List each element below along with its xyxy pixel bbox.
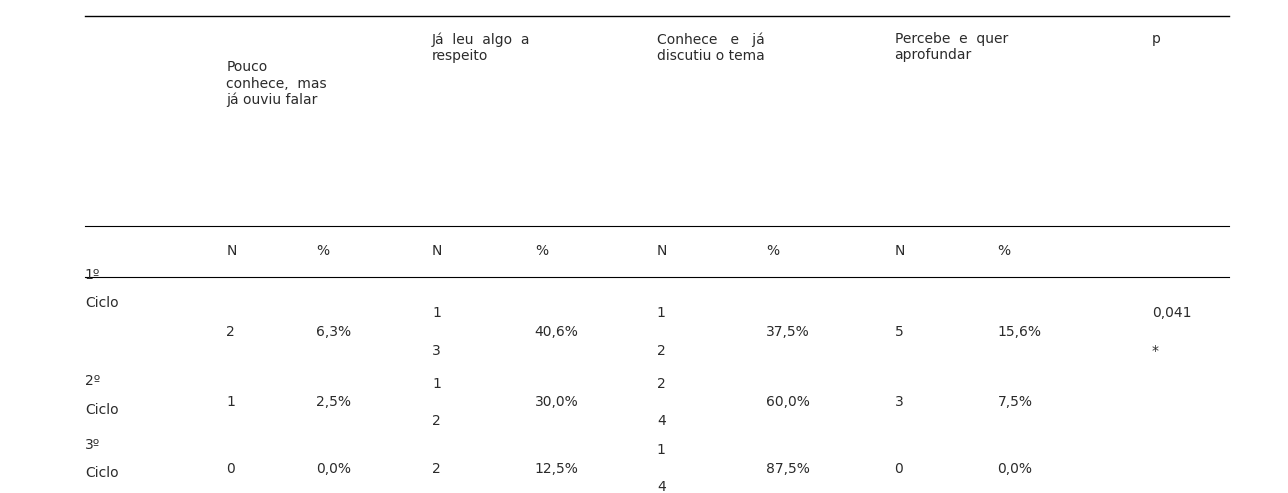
Text: Ciclo: Ciclo bbox=[85, 466, 118, 480]
Text: 2º: 2º bbox=[85, 374, 100, 388]
Text: 1: 1 bbox=[227, 395, 236, 410]
Text: 6,3%: 6,3% bbox=[317, 325, 352, 339]
Text: 0,0%: 0,0% bbox=[317, 461, 352, 476]
Text: 2: 2 bbox=[431, 414, 440, 428]
Text: 40,6%: 40,6% bbox=[535, 325, 578, 339]
Text: 5: 5 bbox=[895, 325, 903, 339]
Text: 1: 1 bbox=[657, 306, 666, 320]
Text: N: N bbox=[431, 245, 442, 258]
Text: 4: 4 bbox=[657, 480, 666, 493]
Text: 37,5%: 37,5% bbox=[766, 325, 810, 339]
Text: 12,5%: 12,5% bbox=[535, 461, 578, 476]
Text: N: N bbox=[657, 245, 667, 258]
Text: 3: 3 bbox=[895, 395, 903, 410]
Text: N: N bbox=[227, 245, 237, 258]
Text: 2,5%: 2,5% bbox=[317, 395, 352, 410]
Text: 2: 2 bbox=[431, 461, 440, 476]
Text: 2: 2 bbox=[657, 377, 666, 390]
Text: N: N bbox=[895, 245, 905, 258]
Text: 87,5%: 87,5% bbox=[766, 461, 810, 476]
Text: Já  leu  algo  a
respeito: Já leu algo a respeito bbox=[431, 32, 531, 63]
Text: Ciclo: Ciclo bbox=[85, 296, 118, 311]
Text: 3: 3 bbox=[431, 344, 440, 357]
Text: %: % bbox=[535, 245, 547, 258]
Text: Ciclo: Ciclo bbox=[85, 402, 118, 417]
Text: 0,041: 0,041 bbox=[1151, 306, 1191, 320]
Text: 2: 2 bbox=[227, 325, 234, 339]
Text: *: * bbox=[1151, 344, 1159, 357]
Text: Percebe  e  quer
aprofundar: Percebe e quer aprofundar bbox=[895, 32, 1009, 62]
Text: 30,0%: 30,0% bbox=[535, 395, 578, 410]
Text: %: % bbox=[766, 245, 779, 258]
Text: %: % bbox=[317, 245, 330, 258]
Text: 0: 0 bbox=[227, 461, 234, 476]
Text: p: p bbox=[1151, 32, 1160, 46]
Text: 0,0%: 0,0% bbox=[997, 461, 1033, 476]
Text: 7,5%: 7,5% bbox=[997, 395, 1033, 410]
Text: Conhece   e   já
discutiu o tema: Conhece e já discutiu o tema bbox=[657, 32, 765, 63]
Text: 1: 1 bbox=[657, 443, 666, 457]
Text: 2: 2 bbox=[657, 344, 666, 357]
Text: 1º: 1º bbox=[85, 268, 100, 282]
Text: %: % bbox=[997, 245, 1011, 258]
Text: 0: 0 bbox=[895, 461, 903, 476]
Text: 1: 1 bbox=[431, 377, 440, 390]
Text: 3º: 3º bbox=[85, 438, 100, 452]
Text: 4: 4 bbox=[657, 414, 666, 428]
Text: 60,0%: 60,0% bbox=[766, 395, 810, 410]
Text: 1: 1 bbox=[431, 306, 440, 320]
Text: Pouco
conhece,  mas
já ouviu falar: Pouco conhece, mas já ouviu falar bbox=[227, 60, 327, 107]
Text: 15,6%: 15,6% bbox=[997, 325, 1042, 339]
